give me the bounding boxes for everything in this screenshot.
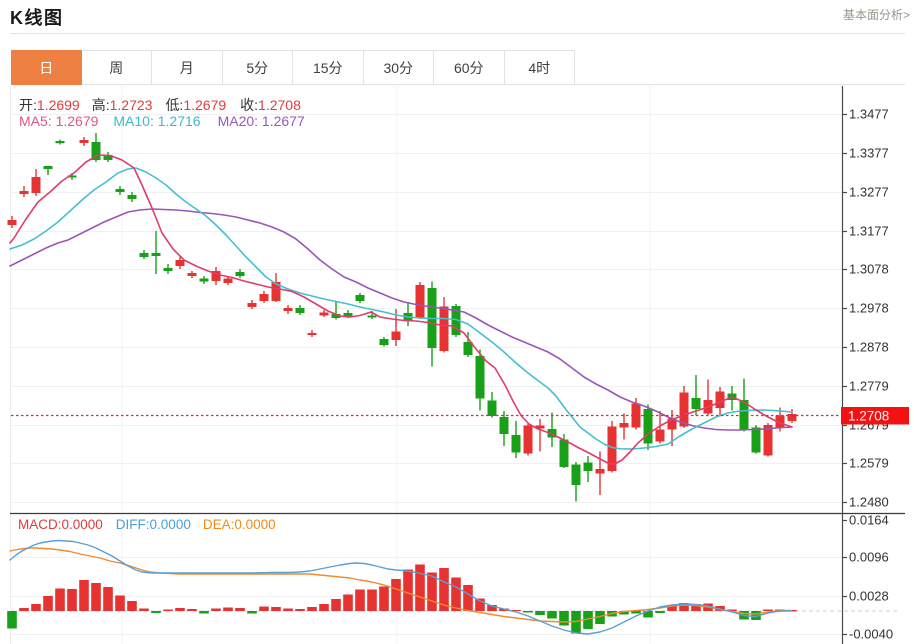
svg-text:1.2878: 1.2878 [849,340,889,355]
svg-text:0.0028: 0.0028 [849,589,889,604]
svg-text:0.0096: 0.0096 [849,550,889,565]
svg-text:1.3078: 1.3078 [849,262,889,277]
svg-text:1.3377: 1.3377 [849,146,889,161]
svg-text:1.3177: 1.3177 [849,224,889,239]
svg-text:1.2978: 1.2978 [849,301,889,316]
svg-text:1.2708: 1.2708 [848,409,889,424]
svg-text:1.2579: 1.2579 [849,456,889,471]
svg-text:0.0164: 0.0164 [849,513,889,528]
svg-text:1.2779: 1.2779 [849,379,889,394]
svg-text:1.3277: 1.3277 [849,185,889,200]
svg-text:-0.0040: -0.0040 [849,627,893,642]
svg-text:1.3477: 1.3477 [849,107,889,122]
svg-text:1.2480: 1.2480 [849,495,889,510]
